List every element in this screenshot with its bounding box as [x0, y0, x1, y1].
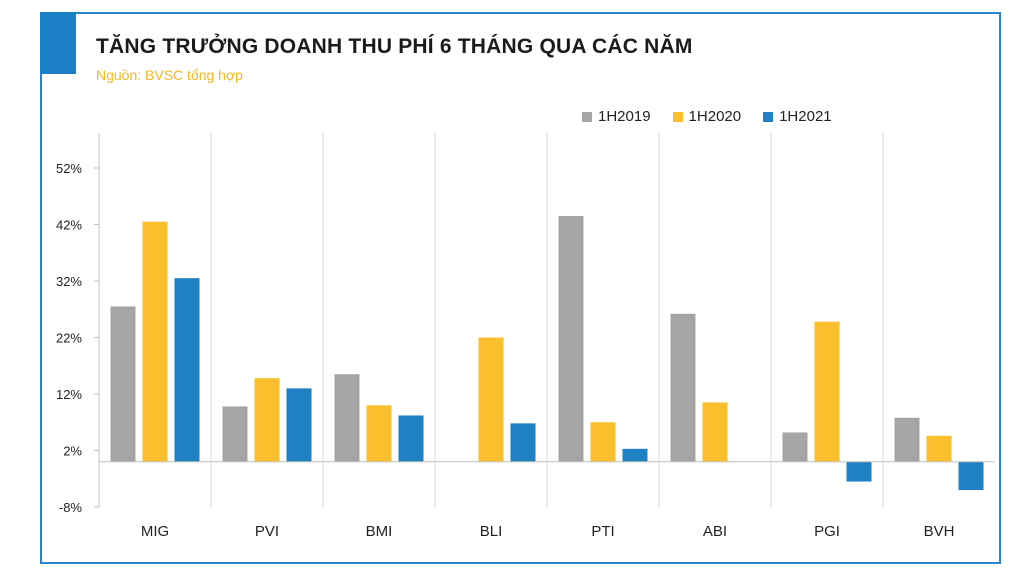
- chart-source: Nguồn: BVSC tổng hợp: [96, 67, 243, 83]
- y-tick-label: 52%: [56, 161, 82, 176]
- x-tick-label-bvh: BVH: [924, 523, 955, 540]
- y-tick-label: 2%: [63, 444, 82, 459]
- x-tick-label-bmi: BMI: [366, 523, 393, 540]
- y-tick-label: 22%: [56, 331, 82, 346]
- legend-label-1h2020: 1H2020: [688, 108, 742, 125]
- bar-bvh-1h2021: [958, 461, 984, 491]
- title-accent-bar: [40, 12, 76, 74]
- x-tick-label-mig: MIG: [141, 523, 169, 540]
- y-tick-label: 32%: [56, 274, 82, 289]
- bar-mig-1h2020: [142, 221, 168, 462]
- x-tick-label-pvi: PVI: [255, 523, 279, 540]
- bar-pgi-1h2021: [846, 461, 872, 482]
- bar-mig-1h2019: [110, 306, 136, 462]
- bar-bmi-1h2020: [366, 405, 392, 462]
- bar-mig-1h2021: [174, 278, 200, 462]
- y-tick-label: 12%: [56, 387, 82, 402]
- bar-abi-1h2020: [702, 402, 728, 462]
- bar-pgi-1h2019: [782, 432, 808, 462]
- legend-label-1h2019: 1H2019: [598, 108, 651, 125]
- legend-label-1h2021: 1H2021: [779, 108, 832, 125]
- bar-bli-1h2021: [510, 423, 536, 462]
- legend-swatch-1h2019: [582, 111, 592, 122]
- legend-item-1h2020: 1H2020: [672, 108, 742, 125]
- bar-bmi-1h2021: [398, 415, 424, 462]
- chart-frame: [40, 12, 1001, 564]
- legend-swatch-1h2021: [763, 111, 774, 122]
- legend-item-1h2019: 1H2019: [582, 108, 651, 125]
- bar-pgi-1h2020: [814, 321, 840, 462]
- bar-bli-1h2020: [478, 337, 504, 462]
- bar-pvi-1h2020: [254, 378, 280, 462]
- bar-bvh-1h2020: [926, 435, 952, 462]
- x-tick-label-pgi: PGI: [814, 523, 840, 540]
- bar-pti-1h2020: [590, 422, 616, 462]
- y-tick-label: -8%: [59, 500, 83, 515]
- bar-pvi-1h2021: [286, 388, 312, 462]
- x-tick-label-pti: PTI: [591, 523, 614, 540]
- y-tick-label: 42%: [56, 218, 82, 233]
- chart-legend: 1H2019 1H2020 1H2021: [582, 108, 832, 125]
- bar-pti-1h2021: [622, 448, 648, 462]
- bar-pti-1h2019: [558, 216, 584, 462]
- legend-swatch-1h2020: [672, 111, 683, 122]
- bar-abi-1h2019: [670, 313, 696, 462]
- x-tick-label-abi: ABI: [703, 523, 727, 540]
- bar-bvh-1h2019: [894, 417, 920, 462]
- bar-bmi-1h2019: [334, 374, 360, 462]
- chart-title: TĂNG TRƯỞNG DOANH THU PHÍ 6 THÁNG QUA CÁ…: [96, 35, 693, 58]
- x-tick-label-bli: BLI: [480, 523, 503, 540]
- bar-pvi-1h2019: [222, 406, 248, 462]
- legend-item-1h2021: 1H2021: [763, 108, 832, 125]
